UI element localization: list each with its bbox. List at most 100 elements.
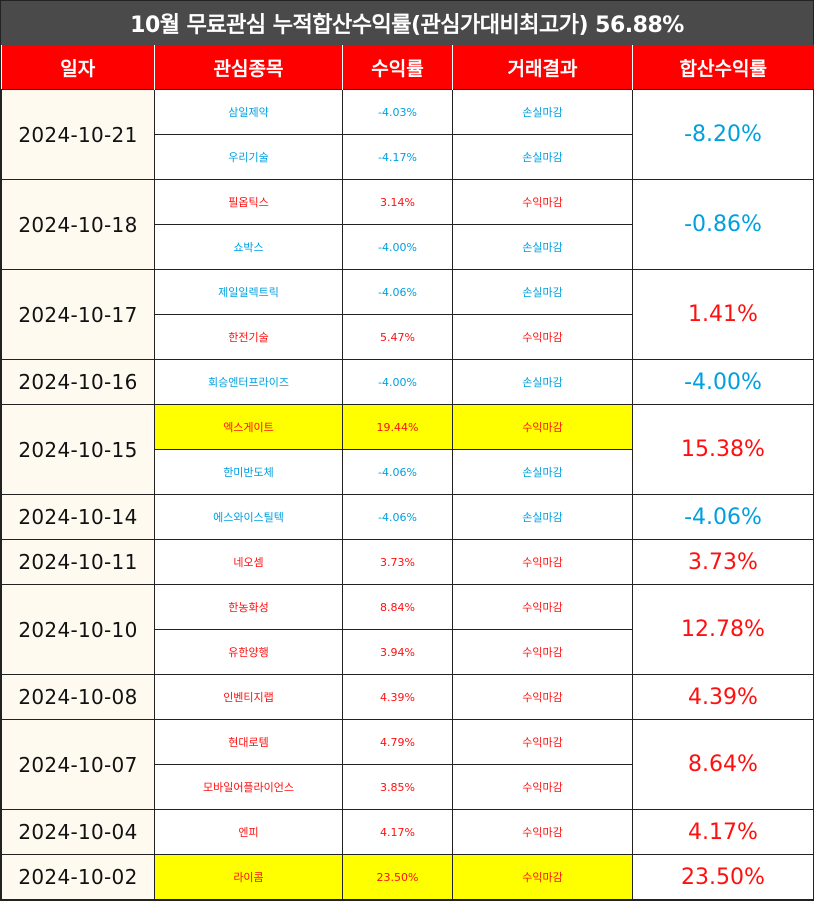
result-cell: 수익마감 (452, 719, 633, 765)
stock-name-cell: 유한양행 (154, 629, 343, 675)
stock-name-cell: 삼일제약 (154, 89, 343, 135)
date-cell: 2024-10-14 (1, 494, 155, 540)
stock-name-cell: 라이콤 (154, 854, 343, 900)
rate-cell: -4.06% (342, 449, 453, 495)
date-cell: 2024-10-08 (1, 674, 155, 720)
table-row: 우리기술 -4.17% 손실마감 (2, 134, 814, 180)
result-cell: 수익마감 (452, 584, 633, 630)
date-cell: 2024-10-15 (1, 404, 155, 495)
page-title: 10월 무료관심 누적합산수익률(관심가대비최고가) 56.88% (1, 1, 813, 45)
column-header-result: 거래결과 (452, 45, 633, 90)
total-rate-cell: 4.17% (632, 809, 814, 855)
total-rate-cell: 1.41% (632, 269, 814, 360)
stock-name-cell: 모바일어플라이언스 (154, 764, 343, 810)
result-cell: 손실마감 (452, 134, 633, 180)
result-cell: 수익마감 (452, 629, 633, 675)
result-cell: 수익마감 (452, 179, 633, 225)
date-cell: 2024-10-11 (1, 539, 155, 585)
rate-cell: -4.06% (342, 269, 453, 315)
stock-name-cell: 에스와이스틸텍 (154, 494, 343, 540)
total-rate-cell: 15.38% (632, 404, 814, 495)
stock-name-cell: 한농화성 (154, 584, 343, 630)
rate-cell: 3.14% (342, 179, 453, 225)
rate-cell: 4.17% (342, 809, 453, 855)
total-rate-cell: 3.73% (632, 539, 814, 585)
total-rate-cell: 4.39% (632, 674, 814, 720)
table-row: 2024-10-15 엑스게이트 19.44% 수익마감 15.38% (1, 404, 814, 495)
table-row: 2024-10-10 한농화성 8.84% 수익마감 12.78% (1, 584, 814, 675)
stock-name-cell: 제일일렉트릭 (154, 269, 343, 315)
stock-name-cell: 한전기술 (154, 314, 343, 360)
table-body: 2024-10-21 삼일제약 -4.03% 손실마감 -8.20% 우리기술 -4.17%… (1, 89, 814, 900)
total-rate-cell: 12.78% (632, 584, 814, 675)
total-rate-cell: -4.00% (632, 359, 814, 405)
table-row: 한전기술 5.47% 수익마감 (2, 314, 814, 360)
column-header-date: 일자 (1, 45, 155, 90)
rate-cell: 3.85% (342, 764, 453, 810)
result-cell: 손실마감 (452, 89, 633, 135)
stock-name-cell: 쇼박스 (154, 224, 343, 270)
stock-name-cell: 회승엔터프라이즈 (154, 359, 343, 405)
result-cell: 수익마감 (452, 314, 633, 360)
table-row: 2024-10-11 네오셈 3.73% 수익마감 3.73% (1, 539, 814, 585)
result-cell: 수익마감 (452, 404, 633, 450)
rate-cell: -4.00% (342, 224, 453, 270)
stock-name-cell: 엑스게이트 (154, 404, 343, 450)
total-rate-cell: 8.64% (632, 719, 814, 810)
stock-name-cell: 한미반도체 (154, 449, 343, 495)
table-row: 쇼박스 -4.00% 손실마감 (2, 224, 814, 270)
date-cell: 2024-10-17 (1, 269, 155, 360)
result-cell: 손실마감 (452, 224, 633, 270)
table-row: 2024-10-02 라이콤 23.50% 수익마감 23.50% (1, 854, 814, 900)
table-row: 2024-10-14 에스와이스틸텍 -4.06% 손실마감 -4.06% (1, 494, 814, 540)
column-header-total: 합산수익률 (632, 45, 814, 90)
result-cell: 수익마감 (452, 764, 633, 810)
column-header-stock: 관심종목 (154, 45, 343, 90)
table-row: 2024-10-08 인벤티지랩 4.39% 수익마감 4.39% (1, 674, 814, 720)
rate-cell: 23.50% (342, 854, 453, 900)
date-cell: 2024-10-04 (1, 809, 155, 855)
table-row: 2024-10-17 제일일렉트릭 -4.06% 손실마감 1.41% (1, 269, 814, 360)
column-header-rate: 수익률 (342, 45, 453, 90)
result-cell: 수익마감 (452, 809, 633, 855)
result-cell: 수익마감 (452, 854, 633, 900)
rate-cell: 4.79% (342, 719, 453, 765)
table-row: 2024-10-07 현대로템 4.79% 수익마감 8.64% (1, 719, 814, 810)
stock-name-cell: 엔피 (154, 809, 343, 855)
result-cell: 수익마감 (452, 539, 633, 585)
rate-cell: 5.47% (342, 314, 453, 360)
table-row: 유한양행 3.94% 수익마감 (2, 629, 814, 675)
table-row: 2024-10-18 필옵틱스 3.14% 수익마감 -0.86% (1, 179, 814, 270)
returns-table: 일자 관심종목 수익률 거래결과 합산수익률 2024-10-21 삼일제약 -4.… (1, 45, 814, 900)
total-rate-cell: -4.06% (632, 494, 814, 540)
stock-name-cell: 네오셈 (154, 539, 343, 585)
date-cell: 2024-10-21 (1, 89, 155, 180)
table-row: 2024-10-21 삼일제약 -4.03% 손실마감 -8.20% (1, 89, 814, 180)
total-rate-cell: -8.20% (632, 89, 814, 180)
rate-cell: -4.17% (342, 134, 453, 180)
result-cell: 손실마감 (452, 359, 633, 405)
date-cell: 2024-10-16 (1, 359, 155, 405)
stock-name-cell: 필옵틱스 (154, 179, 343, 225)
rate-cell: 4.39% (342, 674, 453, 720)
result-cell: 손실마감 (452, 494, 633, 540)
result-cell: 손실마감 (452, 269, 633, 315)
date-cell: 2024-10-07 (1, 719, 155, 810)
stock-name-cell: 현대로템 (154, 719, 343, 765)
header-row: 일자 관심종목 수익률 거래결과 합산수익률 (1, 45, 814, 90)
rate-cell: 3.94% (342, 629, 453, 675)
table-row: 2024-10-16 회승엔터프라이즈 -4.00% 손실마감 -4.00% (1, 359, 814, 405)
total-rate-cell: 23.50% (632, 854, 814, 900)
stock-name-cell: 인벤티지랩 (154, 674, 343, 720)
total-rate-cell: -0.86% (632, 179, 814, 270)
rate-cell: 19.44% (342, 404, 453, 450)
stock-name-cell: 우리기술 (154, 134, 343, 180)
date-cell: 2024-10-02 (1, 854, 155, 900)
table-row: 2024-10-04 엔피 4.17% 수익마감 4.17% (1, 809, 814, 855)
rate-cell: 3.73% (342, 539, 453, 585)
rate-cell: 8.84% (342, 584, 453, 630)
table-row: 한미반도체 -4.06% 손실마감 (2, 449, 814, 495)
result-cell: 손실마감 (452, 449, 633, 495)
rate-cell: -4.06% (342, 494, 453, 540)
